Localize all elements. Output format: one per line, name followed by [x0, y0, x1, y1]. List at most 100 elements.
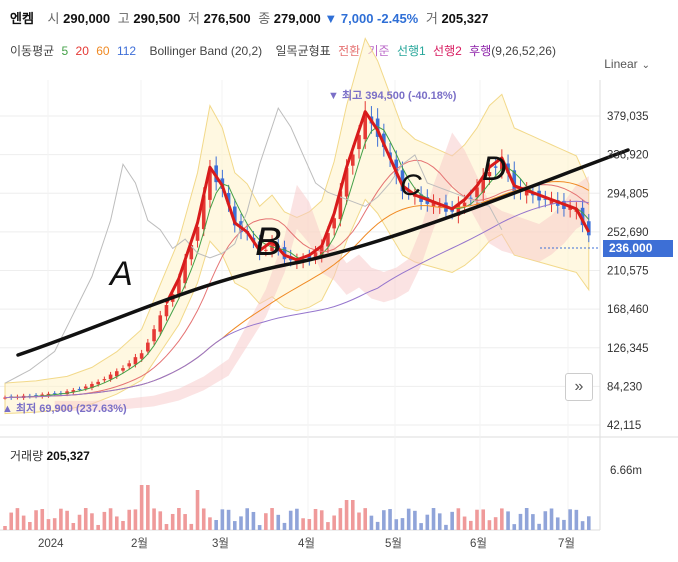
candle-body	[189, 245, 194, 260]
volume-bar	[195, 490, 200, 530]
scale-toggle[interactable]: Linear ⌄	[604, 57, 650, 71]
candle-body	[543, 198, 548, 200]
volume-bar	[239, 516, 243, 530]
volume-bar	[586, 516, 591, 530]
volume-bar	[419, 523, 423, 530]
indicator-legend: 이동평균 5 20 60 112 Bollinger Band (20,2) 일…	[10, 42, 560, 59]
candle-body	[90, 383, 94, 388]
candle-body	[487, 172, 492, 177]
ichimoku-lead2: 선행2	[433, 44, 462, 58]
volume-title: 거래량 205,327	[10, 447, 90, 464]
volume-bars	[3, 485, 591, 530]
stock-name: 엔켐	[10, 11, 34, 26]
volume-bar	[444, 524, 448, 530]
volume-bar	[431, 508, 436, 530]
volume-bar	[226, 509, 231, 530]
volume-bar	[264, 513, 268, 530]
ichimoku-lagging: 후행	[469, 44, 492, 58]
volume-bar	[90, 513, 94, 530]
volume-bar	[357, 512, 361, 530]
candle-body	[108, 374, 113, 380]
volume-bar	[568, 509, 572, 530]
x-tick-label: 5월	[385, 537, 402, 550]
volume-axis-label: 6.66m	[610, 465, 642, 477]
candle-body	[400, 170, 405, 192]
volume-bar	[338, 508, 343, 530]
candle-body	[350, 154, 355, 166]
volume-label: 거	[425, 11, 438, 26]
volume-bar	[506, 511, 510, 530]
ichimoku-label[interactable]: 일목균형표	[275, 44, 331, 58]
scale-toggle-label: Linear	[604, 57, 638, 71]
volume-bar	[319, 510, 324, 530]
volume-bar	[65, 510, 69, 530]
volume-bar	[468, 520, 473, 530]
volume-bar	[152, 508, 156, 530]
candle-body	[71, 390, 76, 393]
double-chevron-right-icon[interactable]: »	[565, 373, 593, 401]
volume-bar	[245, 508, 250, 530]
volume-bar	[537, 523, 541, 530]
ma112-line	[4, 200, 589, 399]
volume-bar	[28, 521, 32, 530]
volume-bar	[214, 520, 218, 530]
candle-body	[568, 207, 572, 210]
close-value: 279,000	[273, 11, 321, 26]
volume-bar	[394, 519, 399, 530]
volume-bar	[232, 521, 237, 530]
candle-body	[83, 386, 88, 389]
y-axis: 379,035 336,920 294,805 252,690 210,575 168,4…	[607, 111, 649, 432]
candle-body	[512, 170, 517, 192]
volume-bar	[139, 485, 144, 530]
volume-bar	[164, 524, 169, 530]
volume-bar	[183, 514, 187, 530]
candle-body	[34, 395, 38, 397]
candle-body	[437, 205, 442, 207]
candle-body	[152, 329, 156, 342]
candle-body	[257, 241, 262, 254]
max-annotation: ▼ 최고 394,500 (-40.18%)	[328, 88, 457, 102]
y-tick-label: 126,345	[607, 343, 649, 355]
volume-bar	[512, 524, 517, 530]
open-label: 시	[47, 11, 60, 26]
volume-bar	[288, 510, 293, 530]
volume-bar	[251, 511, 256, 530]
y-tick-label: 336,920	[607, 150, 649, 162]
ma20-label: 20	[75, 44, 89, 58]
y-tick-label: 294,805	[607, 188, 649, 200]
change-value: ▼ 7,000 -2.45%	[324, 11, 419, 26]
volume-bar	[413, 510, 417, 530]
candle-body	[493, 166, 498, 168]
volume-bar	[369, 515, 374, 530]
volume-bar	[437, 513, 442, 530]
volume-bar	[21, 515, 26, 530]
volume-bar	[96, 524, 100, 530]
ma-label[interactable]: 이동평균	[10, 44, 55, 58]
volume-bar	[574, 509, 579, 530]
bollinger-label[interactable]: Bollinger Band (20,2)	[149, 44, 263, 58]
volume-bar	[201, 508, 206, 530]
ma5-line	[4, 125, 590, 399]
volume-bar	[133, 509, 138, 530]
volume-bar	[83, 508, 88, 530]
candle-body	[226, 192, 231, 205]
ichimoku-conversion: 전환	[338, 44, 361, 58]
volume-bar	[481, 509, 486, 530]
volume-bar	[326, 522, 330, 530]
volume-bar	[170, 513, 175, 530]
volume-bar	[102, 511, 107, 530]
candle-body	[481, 176, 486, 193]
y-tick-label: 379,035	[607, 111, 649, 123]
candle-body	[313, 252, 318, 258]
candle-body	[102, 379, 107, 381]
volume-bar	[276, 514, 281, 530]
candle-body	[344, 168, 349, 197]
volume-bar	[518, 513, 523, 530]
volume-bar	[375, 521, 380, 530]
volume-bar	[59, 508, 63, 530]
volume-bar	[282, 522, 287, 530]
x-tick-label: 6월	[470, 537, 487, 550]
volume-bar	[114, 516, 119, 530]
candle-body	[586, 221, 591, 236]
